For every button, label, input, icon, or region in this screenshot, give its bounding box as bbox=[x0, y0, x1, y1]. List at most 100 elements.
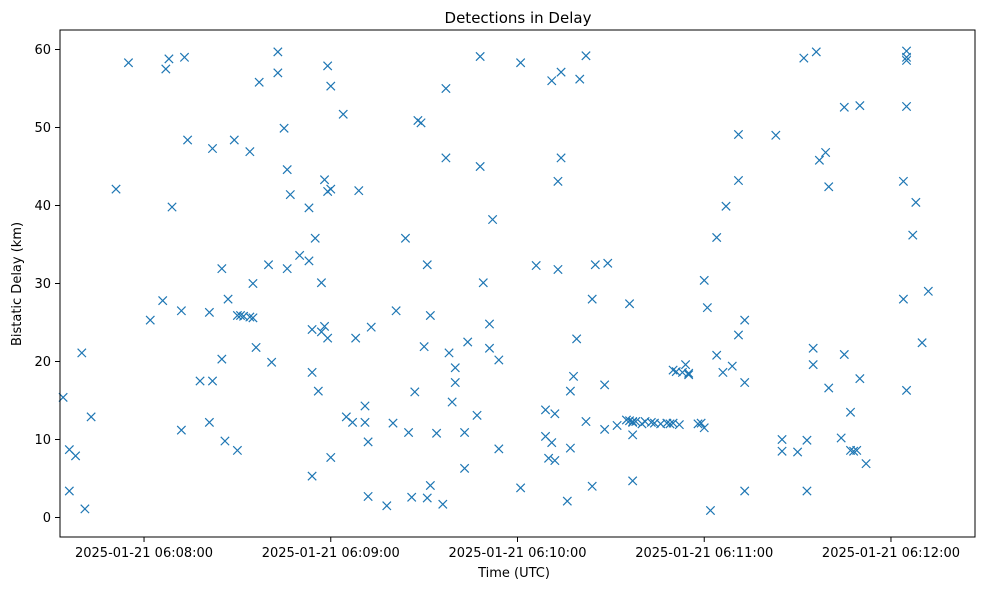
data-point bbox=[86, 412, 96, 422]
data-point bbox=[450, 377, 460, 388]
data-point bbox=[245, 147, 255, 157]
data-point bbox=[705, 505, 716, 516]
data-point bbox=[621, 415, 632, 425]
data-point bbox=[543, 453, 554, 463]
data-point bbox=[901, 52, 912, 62]
data-point bbox=[556, 153, 566, 163]
data-point bbox=[550, 409, 560, 419]
data-point bbox=[422, 260, 432, 270]
data-point bbox=[223, 294, 233, 304]
data-point bbox=[145, 315, 155, 325]
data-point bbox=[307, 324, 317, 335]
data-point bbox=[326, 452, 336, 463]
y-tick-label: 20 bbox=[34, 355, 51, 370]
data-point bbox=[901, 55, 912, 66]
data-point bbox=[587, 294, 597, 304]
data-point bbox=[733, 175, 744, 186]
data-point bbox=[547, 437, 557, 448]
data-point bbox=[696, 418, 706, 428]
data-point bbox=[565, 386, 576, 396]
data-point bbox=[693, 419, 703, 429]
data-point bbox=[164, 54, 174, 64]
data-point bbox=[852, 445, 862, 456]
data-point bbox=[279, 123, 289, 133]
data-point bbox=[628, 430, 638, 440]
data-point bbox=[733, 129, 744, 140]
data-point bbox=[161, 64, 171, 74]
data-point bbox=[600, 380, 610, 390]
data-point bbox=[410, 387, 420, 397]
data-point bbox=[416, 118, 426, 128]
y-tick-label: 10 bbox=[34, 433, 51, 448]
data-point bbox=[665, 419, 675, 429]
data-point bbox=[855, 101, 865, 111]
data-point bbox=[459, 463, 470, 473]
data-point bbox=[475, 51, 485, 62]
data-point bbox=[855, 374, 865, 384]
data-point bbox=[217, 264, 227, 274]
data-point bbox=[304, 256, 314, 266]
data-point bbox=[802, 486, 812, 496]
data-point bbox=[403, 427, 414, 438]
data-point bbox=[425, 310, 435, 321]
data-point bbox=[248, 278, 258, 289]
data-point bbox=[702, 303, 712, 313]
data-point bbox=[245, 312, 255, 322]
data-point bbox=[248, 313, 258, 323]
data-point bbox=[176, 306, 187, 316]
data-point bbox=[232, 445, 243, 456]
data-point bbox=[923, 286, 933, 296]
data-point bbox=[441, 83, 451, 94]
data-point bbox=[487, 214, 498, 225]
data-point bbox=[550, 455, 560, 466]
data-point bbox=[64, 486, 74, 496]
data-point bbox=[319, 175, 330, 185]
data-point bbox=[366, 322, 376, 332]
data-point bbox=[547, 76, 557, 86]
data-point bbox=[235, 310, 246, 321]
data-point bbox=[319, 321, 330, 332]
x-tick-label: 2025-01-21 06:11:00 bbox=[635, 546, 773, 561]
data-point bbox=[540, 405, 551, 415]
data-point bbox=[898, 294, 909, 304]
y-tick-label: 50 bbox=[34, 121, 51, 136]
data-point bbox=[624, 299, 635, 309]
data-point bbox=[431, 428, 442, 438]
data-point bbox=[565, 443, 576, 453]
data-point bbox=[326, 184, 336, 194]
data-point bbox=[313, 386, 323, 396]
data-point bbox=[820, 147, 831, 158]
data-point bbox=[422, 493, 432, 503]
data-point bbox=[674, 420, 684, 430]
data-point bbox=[207, 143, 218, 154]
data-point bbox=[712, 232, 722, 243]
data-point bbox=[718, 367, 728, 378]
data-point bbox=[273, 47, 283, 57]
data-point bbox=[721, 201, 731, 211]
data-point bbox=[777, 434, 787, 445]
data-point bbox=[590, 260, 600, 270]
data-point bbox=[802, 435, 812, 445]
data-point bbox=[581, 416, 591, 427]
data-point bbox=[792, 447, 803, 457]
x-axis: 2025-01-21 06:08:00 2025-01-21 06:09:00 20… bbox=[75, 537, 960, 561]
data-point bbox=[179, 52, 190, 62]
y-axis: 0 10 20 30 40 50 60 bbox=[34, 43, 60, 526]
data-point bbox=[360, 401, 370, 411]
data-point bbox=[808, 359, 818, 370]
data-point bbox=[699, 423, 709, 433]
data-point bbox=[254, 77, 264, 87]
data-point bbox=[263, 260, 274, 270]
data-point bbox=[70, 451, 81, 461]
data-point bbox=[295, 250, 305, 261]
x-tick-label: 2025-01-21 06:09:00 bbox=[262, 546, 400, 561]
data-point bbox=[811, 47, 821, 57]
data-point bbox=[438, 499, 448, 509]
data-point bbox=[631, 416, 641, 427]
data-point bbox=[447, 397, 457, 407]
data-point bbox=[733, 330, 744, 340]
data-point bbox=[553, 264, 563, 275]
data-point bbox=[204, 307, 215, 317]
data-point bbox=[363, 491, 373, 502]
